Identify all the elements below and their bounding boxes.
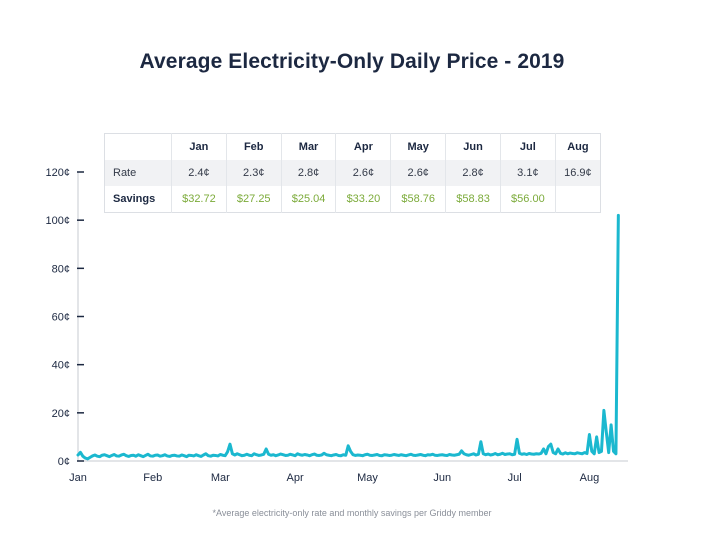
savings-cell: $32.72 [171,186,227,213]
monthly-summary-table: Jan Feb Mar Apr May Jun Jul Aug Rate 2.4… [104,133,601,213]
x-tick-label: May [357,472,378,484]
rate-cell: 2.4¢ [171,160,227,186]
savings-cell: $33.20 [335,186,391,213]
x-tick-label: Mar [211,472,230,484]
table-header-cell: Jul [499,133,556,160]
rate-cell: 2.8¢ [445,160,501,186]
rate-cell: 2.6¢ [390,160,446,186]
table-header-cell: May [390,133,446,160]
y-tick-label: 0¢ [58,456,70,468]
savings-row-label: Savings [113,193,156,205]
table-header-cell: Mar [280,133,336,160]
y-tick-label: 120¢ [46,167,70,179]
savings-cell: $27.25 [225,186,282,213]
y-tick-label: 100¢ [46,215,70,227]
table-header-cell: Jan [171,133,227,160]
savings-cell [554,186,601,213]
y-tick-label: 80¢ [52,263,70,275]
table-row-savings: Savings $32.72 $27.25 $25.04 $33.20 $58.… [105,186,601,213]
x-tick-label: Jan [69,472,87,484]
x-ticks: Jan Feb Mar Apr May Jun Jul Aug [69,472,599,484]
savings-cell: $58.83 [445,186,501,213]
table-header-cell: Apr [335,133,391,160]
rate-cell: 2.6¢ [335,160,391,186]
rate-cell: 2.8¢ [280,160,336,186]
chart-title: Average Electricity-Only Daily Price - 2… [139,50,565,73]
x-tick-label: Jul [508,472,522,484]
y-tick-label: 60¢ [52,312,70,324]
table-header-cell: Aug [554,133,601,160]
footnote: *Average electricity-only rate and month… [212,508,492,518]
rate-cell: 16.9¢ [554,160,601,186]
savings-cell: $56.00 [499,186,556,213]
rate-row-label: Rate [104,160,172,186]
table-row-rate: Rate 2.4¢ 2.3¢ 2.8¢ 2.6¢ 2.6¢ 2.8¢ 3.1¢ … [104,160,601,186]
table-header-cell: Jun [445,133,501,160]
table-header-cell: Feb [225,133,282,160]
rate-cell: 3.1¢ [499,160,556,186]
y-tick-label: 40¢ [52,360,70,372]
y-ticks: 0¢ 20¢ 40¢ 60¢ 80¢ 100¢ 120¢ [46,167,84,468]
y-tick-label: 20¢ [52,408,70,420]
savings-cell: $58.76 [390,186,446,213]
x-tick-label: Feb [143,472,162,484]
price-series-line [76,213,620,461]
table-header-row: Jan Feb Mar Apr May Jun Jul Aug [105,133,601,161]
table-header-cell [105,134,172,161]
x-tick-label: Aug [580,472,600,484]
x-tick-label: Jun [433,472,451,484]
rate-cell: 2.3¢ [225,160,282,186]
x-tick-label: Apr [287,472,304,484]
savings-cell: $25.04 [280,186,336,213]
